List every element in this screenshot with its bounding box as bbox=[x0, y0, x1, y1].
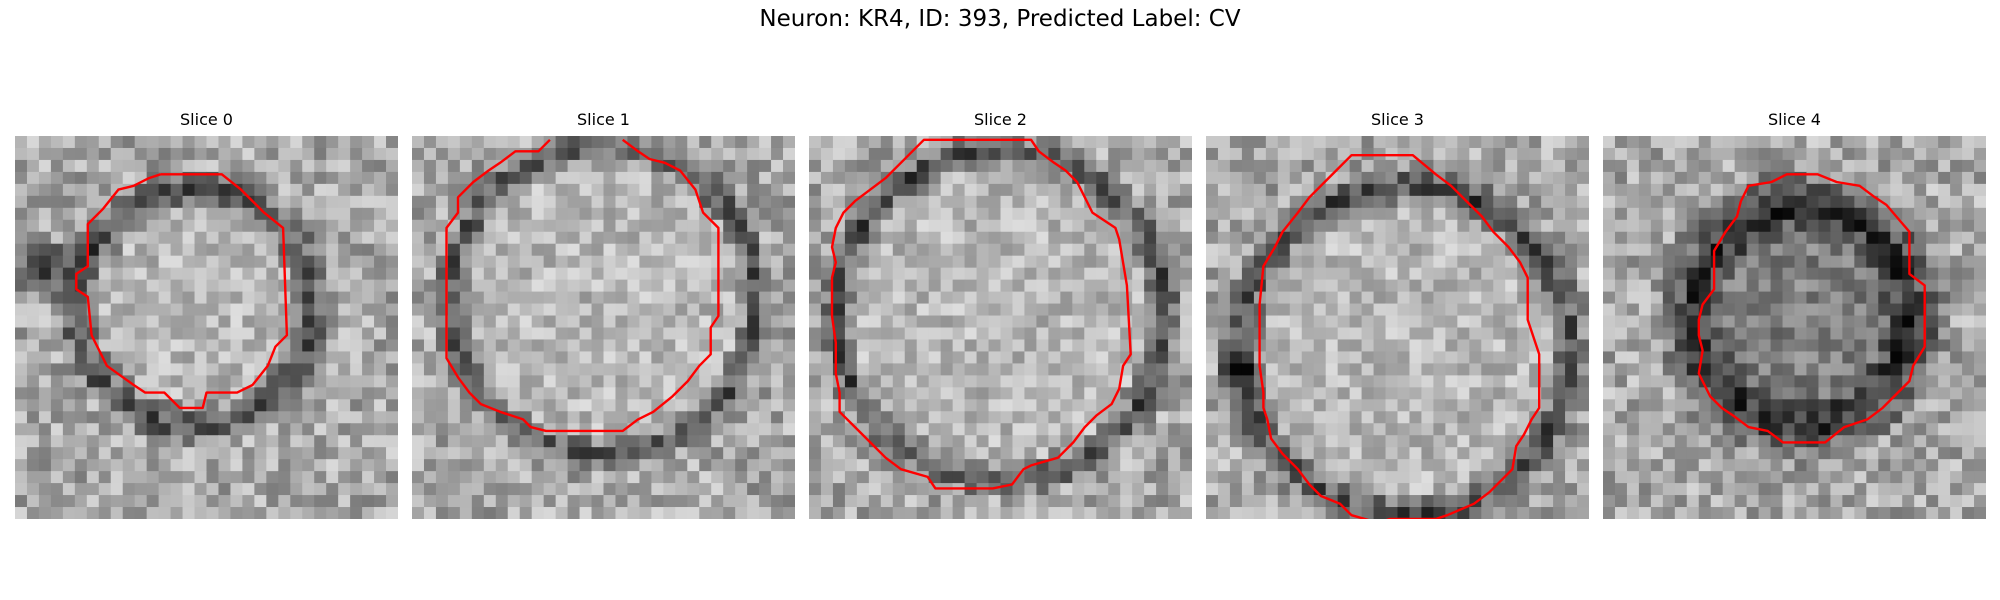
slice-panel-0: Slice 0 bbox=[15, 108, 398, 519]
slice-panel-2: Slice 2 bbox=[809, 108, 1192, 519]
slice-title-3: Slice 3 bbox=[1371, 110, 1424, 129]
vesicle-contour-3 bbox=[1258, 154, 1541, 519]
slice-title-2: Slice 2 bbox=[974, 110, 1027, 129]
slice-image-1 bbox=[412, 136, 795, 519]
slice-title-0: Slice 0 bbox=[180, 110, 233, 129]
vesicle-contour-0 bbox=[75, 173, 289, 410]
slice-panel-3: Slice 3 bbox=[1206, 108, 1589, 519]
slice-image-0 bbox=[15, 136, 398, 519]
vesicle-contour-4 bbox=[1697, 173, 1926, 444]
slice-image-2 bbox=[809, 136, 1192, 519]
slice-panel-1: Slice 1 bbox=[412, 108, 795, 519]
slice-title-1: Slice 1 bbox=[577, 110, 630, 129]
slice-image-4 bbox=[1603, 136, 1986, 519]
figure-title: Neuron: KR4, ID: 393, Predicted Label: C… bbox=[759, 6, 1241, 32]
slice-title-4: Slice 4 bbox=[1768, 110, 1821, 129]
vesicle-contour-2 bbox=[830, 138, 1132, 490]
slice-image-3 bbox=[1206, 136, 1589, 519]
slice-panel-4: Slice 4 bbox=[1603, 108, 1986, 519]
vesicle-contour-1 bbox=[445, 138, 720, 433]
